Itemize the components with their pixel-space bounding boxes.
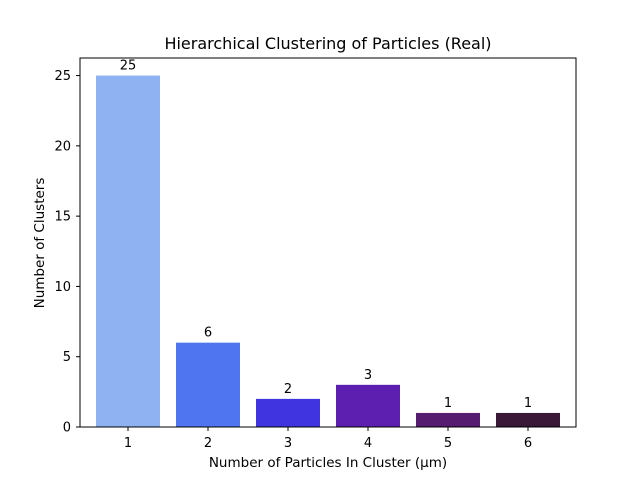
bar-1 (96, 75, 160, 427)
x-tick-label-3: 3 (284, 436, 292, 451)
bar-5 (416, 412, 480, 427)
bar-value-label-6: 1 (524, 396, 532, 411)
x-tick-label-6: 6 (524, 436, 532, 451)
x-axis-ticks: 1 2 3 4 5 6 (124, 427, 532, 451)
plot-bars (96, 75, 560, 427)
plot-frame (79, 57, 577, 428)
x-tick-label-4: 4 (364, 436, 372, 451)
bar-value-label-3: 2 (284, 382, 292, 397)
bar-value-label-2: 6 (204, 326, 212, 341)
y-tick-label-10: 10 (54, 280, 71, 295)
bar-4 (336, 384, 400, 427)
bar-value-label-4: 3 (364, 368, 372, 383)
y-tick-label-0: 0 (63, 421, 71, 436)
bar-3 (256, 398, 320, 427)
bar-value-label-1: 25 (120, 59, 137, 74)
y-tick-label-15: 15 (54, 210, 71, 225)
chart-title: Hierarchical Clustering of Particles (Re… (164, 34, 491, 53)
bar-6 (496, 412, 560, 427)
y-tick-label-20: 20 (54, 139, 71, 154)
x-axis-label: Number of Particles In Cluster (μm) (209, 455, 447, 471)
x-tick-label-5: 5 (444, 436, 452, 451)
y-tick-label-25: 25 (54, 69, 71, 84)
x-tick-label-1: 1 (124, 436, 132, 451)
x-tick-label-2: 2 (204, 436, 212, 451)
y-tick-label-5: 5 (63, 350, 71, 365)
y-axis-label: Number of Clusters (32, 178, 48, 309)
bar-2 (176, 342, 240, 427)
bar-value-label-5: 1 (444, 396, 452, 411)
y-axis-ticks: 0 5 10 15 20 25 (54, 69, 80, 436)
plot-data-labels: 25 6 2 3 1 1 (120, 59, 532, 411)
